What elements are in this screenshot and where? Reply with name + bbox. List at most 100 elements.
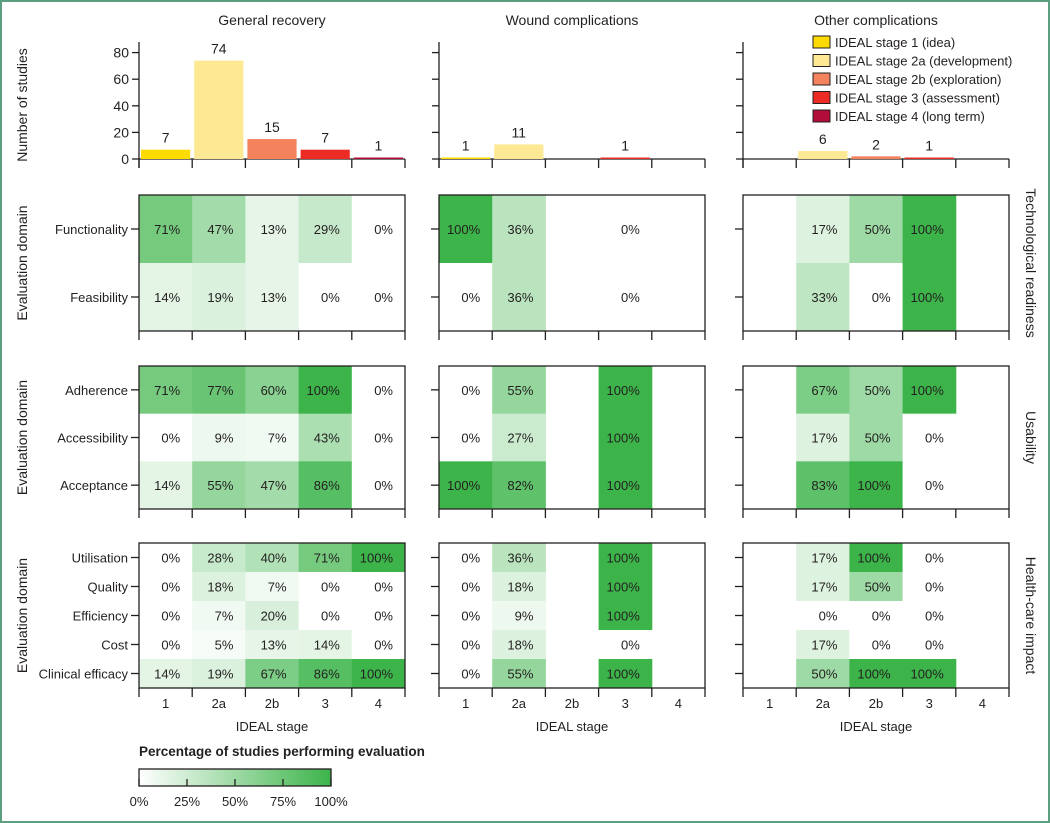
heatmap-cell-label: 0% [374,431,393,446]
heatmap-cell-label: 100% [447,222,481,237]
domain-label: Clinical efficacy [39,667,129,682]
heatmap-cell [849,543,904,573]
bar-y-tick-label: 20 [113,124,129,140]
bar-y-tick-label: 40 [113,98,129,114]
heatmap-cell [351,195,406,264]
heatmap-cell-label: 0% [374,383,393,398]
heatmap-cell-label: 50% [865,222,891,237]
heatmap-cell [139,461,193,510]
heatmap-cell [902,630,957,660]
heatmap-cell [351,572,406,602]
heatmap-cell-label: 40% [261,551,287,566]
domain-label: Acceptance [60,478,128,493]
heatmap-cell [902,659,957,689]
heatmap-cell-label: 0% [161,580,180,595]
heatmap-cell-label: 71% [154,222,180,237]
heatmap-cell-label: 100% [911,383,945,398]
study-count-bar [247,139,297,159]
domain-label: Functionality [55,222,128,237]
legend-label: IDEAL stage 4 (long term) [835,109,985,124]
evaluation-group-label: Technological readiness [1023,188,1039,337]
heatmap-cell-label: 67% [811,383,837,398]
heatmap-cell [492,413,546,462]
heatmap-cell-label: 71% [154,383,180,398]
bar-value-label: 1 [375,138,383,154]
heatmap-cell [796,659,850,689]
panel-title: General recovery [218,12,325,28]
heatmap-cell [351,263,406,332]
heatmap-cell [139,543,193,573]
bar-y-tick-label: 80 [113,45,129,61]
heatmap-cell [796,195,850,264]
legend-label: IDEAL stage 1 (idea) [835,35,955,50]
stage-tick-label: 4 [375,696,382,711]
heatmap-cell [439,195,493,264]
heatmap-cell-label: 36% [507,551,533,566]
bar-y-tick-label: 60 [113,71,129,87]
heatmap-cell [849,413,904,462]
heatmap-cell-label: 77% [207,383,233,398]
heatmap-cell-label: 71% [314,551,340,566]
heatmap-cell-label: 0% [161,638,180,653]
heatmap-cell [902,413,957,462]
stage-tick-label: 2b [565,696,579,711]
heatmap-cell-label: 14% [154,478,180,493]
heatmap-cell-label: 0% [925,551,944,566]
heatmap-cell-label: 0% [321,290,340,305]
bar-value-label: 74 [211,41,227,57]
study-count-bar [441,157,491,159]
heatmap-cell-label: 36% [507,222,533,237]
heatmap-frame [138,194,406,332]
heatmap-cell [439,659,493,689]
heatmap-cell [849,195,904,264]
heatmap-cell [192,601,246,631]
heatmap-frame [742,194,1010,332]
heatmap-cell [492,630,546,660]
heatmap-cell-label: 100% [607,609,641,624]
stage-tick-label: 3 [322,696,329,711]
heatmap-cell [796,461,850,510]
heatmap-cell-label: 0% [161,431,180,446]
heatmap-cell-label: 0% [621,222,640,237]
study-count-bar [194,60,244,159]
heatmap-cell-label: 14% [154,290,180,305]
heatmap-cell-label: 19% [207,290,233,305]
colorbar-tick-label: 0% [130,794,149,809]
domain-label: Feasibility [70,290,128,305]
heatmap-cell-label: 100% [607,431,641,446]
heatmap-cell [598,263,653,332]
heatmap-cell [298,601,353,631]
study-count-bar [353,157,403,159]
study-count-bar [600,157,650,159]
heatmap-cell [298,413,353,462]
heatmap-cell [351,461,406,510]
stage-tick-label: 3 [926,696,933,711]
heatmap-cell [492,461,546,510]
heatmap-cell [192,659,246,689]
heatmap-cell-label: 13% [261,638,287,653]
heatmap-cell-label: 100% [857,551,891,566]
domain-label: Accessibility [57,431,128,446]
heatmap-frame [742,365,1010,510]
heatmap-cell-label: 36% [507,290,533,305]
heatmap-cell [298,195,353,264]
panel-title: Wound complications [506,12,639,28]
heatmap-cell [139,630,193,660]
heatmap-cell [139,195,193,264]
heatmap-cell-label: 0% [161,551,180,566]
heatmap-cell-label: 27% [507,431,533,446]
heatmap-cell [796,630,850,660]
domain-label: Quality [88,580,129,595]
heatmap-cell [192,195,246,264]
heatmap-cell-label: 0% [872,290,891,305]
domain-label: Cost [101,638,128,653]
heatmap-cell-label: 17% [811,431,837,446]
heatmap-cell-label: 100% [360,667,394,682]
heatmap-cell [245,195,300,264]
heatmap-cell [192,630,246,660]
heatmap-cell [245,413,300,462]
heatmap-cell-label: 18% [207,580,233,595]
heatmap-cell [439,366,493,415]
